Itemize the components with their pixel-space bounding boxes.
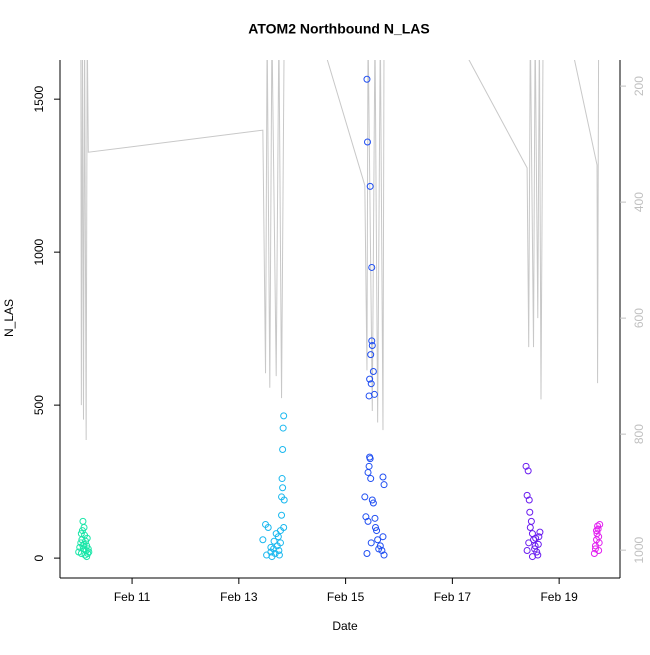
point [535,533,543,541]
point [79,517,87,525]
point [372,524,380,532]
point [79,542,87,550]
point [594,522,602,530]
point [536,528,544,536]
point [369,367,377,375]
y2-tick-label: 800 [632,424,646,444]
y-axis-label: N_LAS [2,299,16,337]
point [263,551,271,559]
point [279,484,287,492]
point [531,545,539,553]
point [280,496,288,504]
point [525,496,533,504]
point [80,524,88,532]
point [379,473,387,481]
plot-area [75,60,604,561]
point [276,527,284,535]
y2-tick-label: 200 [632,76,646,96]
point [366,375,374,383]
point [528,553,536,561]
point [367,380,375,388]
point [373,527,381,535]
point [274,533,282,541]
point [267,543,275,551]
point [77,530,85,538]
point [367,351,375,359]
point [84,550,92,558]
point [367,475,375,483]
point [365,392,373,400]
point [364,468,372,476]
y2-tick-label: 600 [632,308,646,328]
point [530,536,538,544]
pressure-line [80,60,600,440]
point [279,424,287,432]
point [368,337,376,345]
point [368,263,376,271]
point [532,534,540,542]
point [534,540,542,548]
point [363,138,371,146]
point [526,524,534,532]
point [366,455,374,463]
point [596,520,604,528]
point [374,536,382,544]
y-tick-label: 1000 [32,238,46,265]
point [366,182,374,190]
point [278,511,286,519]
point [525,539,533,547]
point [591,545,599,553]
point [531,542,539,550]
point [84,545,92,553]
point [367,539,375,547]
x-tick-label: Feb 15 [327,590,365,604]
point [375,545,383,553]
point [279,445,287,453]
point [365,462,373,470]
point [368,341,376,349]
point [593,527,601,535]
point [275,546,283,554]
y2-tick-label: 400 [632,192,646,212]
y-tick-label: 500 [32,395,46,415]
point [270,537,278,545]
point [595,546,603,554]
x-tick-label: Feb 11 [114,590,151,604]
y-tick-label: 0 [32,554,46,561]
point [369,499,377,507]
x-tick-label: Feb 17 [434,590,472,604]
point [280,412,288,420]
x-axis-label: Date [332,619,358,633]
point [594,525,602,533]
point [361,493,369,501]
point [526,508,534,516]
point [83,553,91,561]
point [364,517,372,525]
point [276,539,284,547]
point [595,539,603,547]
point [371,514,379,522]
point [527,517,535,525]
y2-tick-label: 1000 [632,536,646,563]
point [380,551,388,559]
y-tick-label: 1500 [32,85,46,112]
point [278,475,286,483]
x-tick-label: Feb 13 [220,590,258,604]
point [368,496,376,504]
x-tick-label: Feb 19 [540,590,578,604]
point [379,533,387,541]
point [83,534,91,542]
chart-title: ATOM2 Northbound N_LAS [248,21,429,37]
point [380,481,388,489]
point [363,75,371,83]
point [259,536,267,544]
point [275,551,283,559]
point [524,467,532,475]
point [264,524,272,532]
point [363,550,371,558]
point [523,546,531,554]
